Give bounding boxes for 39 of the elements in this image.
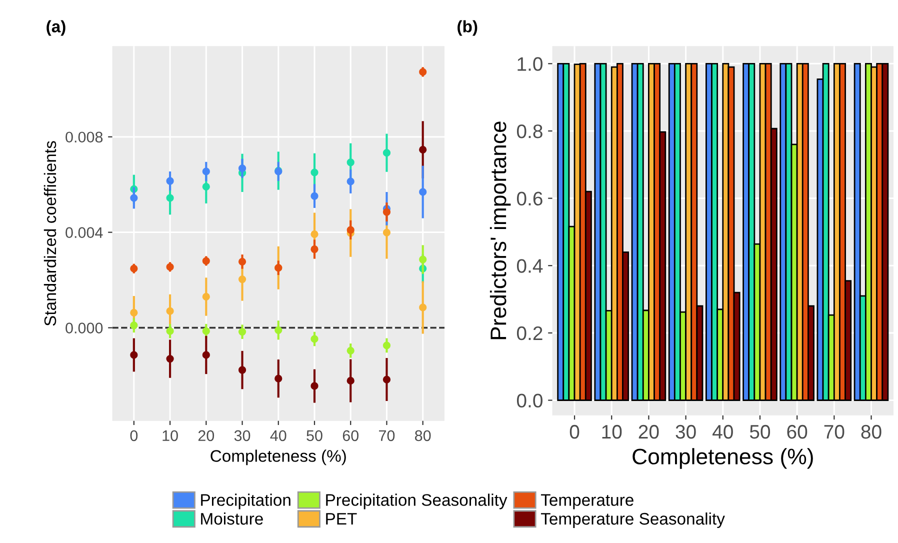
x-tick-label: 20 [198,430,214,442]
x-tick-label: 10 [602,424,622,439]
chart-title: (a) [46,20,66,36]
legend-label: Precipitation Seasonality [326,494,508,510]
legend-label: Moisture [201,512,263,525]
y-tick-label: 0.2 [516,326,542,340]
x-tick-label: 40 [712,424,733,439]
legend-label: Temperature Seasonality [540,512,725,528]
x-tick-label: 40 [270,430,286,442]
y-axis-title: Predictors' importance [490,122,511,340]
y-tick-label: 0.000 [66,322,103,334]
x-axis-title: Completeness (%) [210,450,346,466]
x-tick-label: 80 [861,424,882,439]
y-tick-label: 1.0 [518,57,542,71]
legend-label: Precipitation [201,494,290,510]
legend-label: PET [326,513,357,525]
y-tick-label: 0.6 [516,192,542,206]
x-axis-title: Completeness (%) [632,448,813,469]
x-tick-label: 60 [787,424,808,439]
x-tick-label: 60 [342,430,359,442]
x-tick-label: 50 [306,430,322,442]
x-tick-label: 80 [415,430,431,442]
x-tick-label: 0 [130,430,138,442]
x-tick-label: 70 [379,430,395,442]
y-axis-title: Standardized coefficients [44,141,56,326]
y-tick-label: 0.0 [516,394,542,408]
y-tick-label: 0.8 [516,124,542,138]
x-tick-label: 70 [824,424,844,439]
y-tick-label: 0.004 [66,227,103,238]
x-tick-label: 10 [162,430,178,442]
y-tick-label: 0.4 [516,259,543,273]
y-tick-label: 0.008 [66,132,103,143]
legend-label: Temperature [540,494,634,510]
x-tick-label: 30 [234,430,250,442]
x-tick-label: 30 [676,424,696,439]
x-tick-label: 20 [638,424,659,439]
x-tick-label: 50 [750,424,770,439]
x-tick-label: 0 [570,424,580,439]
chart-title: (b) [458,20,478,36]
